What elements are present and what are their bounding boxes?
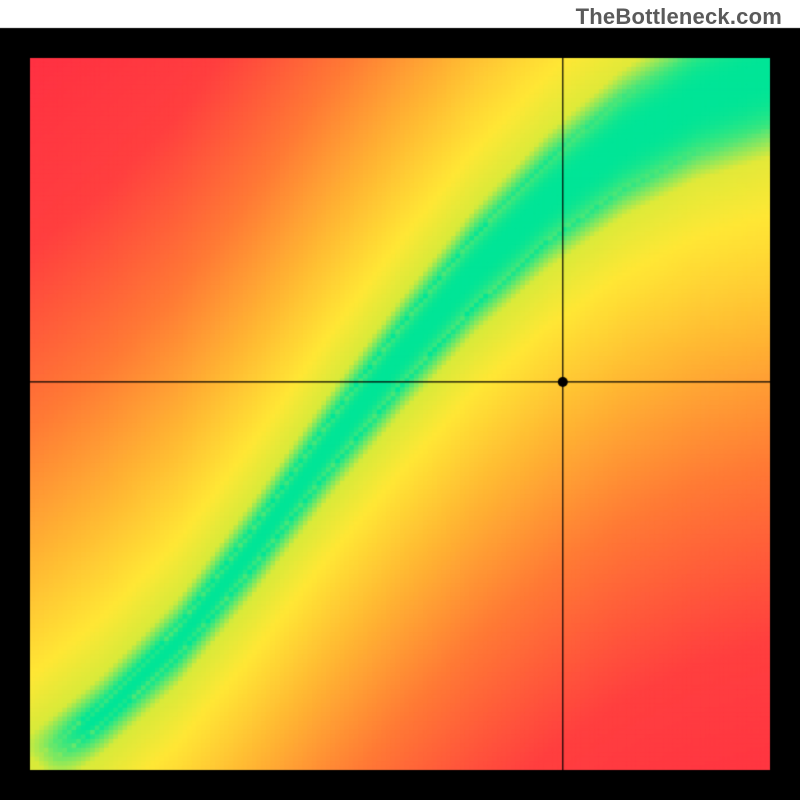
heatmap-canvas bbox=[0, 0, 800, 800]
watermark-text: TheBottleneck.com bbox=[576, 4, 782, 30]
chart-container: TheBottleneck.com bbox=[0, 0, 800, 800]
